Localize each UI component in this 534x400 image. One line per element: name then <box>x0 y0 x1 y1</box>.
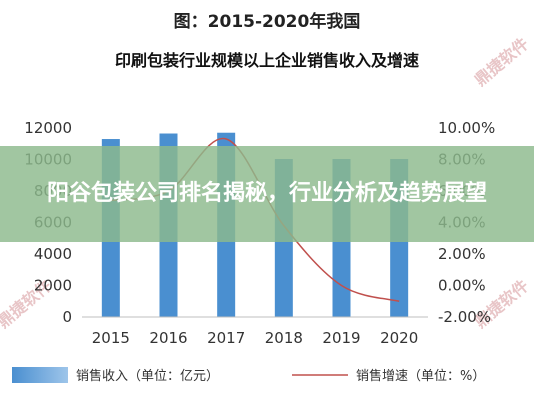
x-tick-label: 2020 <box>380 329 418 347</box>
x-tick-label: 2015 <box>92 329 130 347</box>
y-left-tick-label: 0 <box>62 308 72 326</box>
watermark-text: 鼎捷软件 <box>471 34 532 90</box>
y-left-tick-label: 4000 <box>34 245 72 263</box>
x-tick-label: 2018 <box>265 329 303 347</box>
x-axis: 2015 2016 2017 2018 2019 2020 <box>92 329 419 347</box>
legend-label-sales: 销售收入（单位：亿元） <box>76 368 219 384</box>
legend: 销售收入（单位：亿元） 销售增速（单位：%） <box>12 367 485 384</box>
y-left-tick-label: 12000 <box>24 119 72 137</box>
y-right-tick-label: 0.00% <box>438 277 486 295</box>
banner-overlay: 阳谷包装公司排名揭秘，行业分析及趋势展望 <box>0 146 534 242</box>
figure-label: 图：2015-2020年我国 <box>174 11 361 32</box>
y-left-tick-label: 2000 <box>34 277 72 295</box>
x-tick-label: 2016 <box>149 329 187 347</box>
y-right-tick-label: 10.00% <box>438 119 495 137</box>
x-tick-label: 2019 <box>322 329 360 347</box>
article-title: 阳谷包装公司排名揭秘，行业分析及趋势展望 <box>47 181 488 206</box>
legend-swatch-sales <box>12 367 68 383</box>
legend-label-growth: 销售增速（单位：%） <box>356 368 485 384</box>
chart-title: 印刷包装行业规模以上企业销售收入及增速 <box>115 51 419 70</box>
y-right-tick-label: 2.00% <box>438 245 486 263</box>
x-tick-label: 2017 <box>207 329 245 347</box>
y-right-tick-label: -2.00% <box>438 308 491 326</box>
